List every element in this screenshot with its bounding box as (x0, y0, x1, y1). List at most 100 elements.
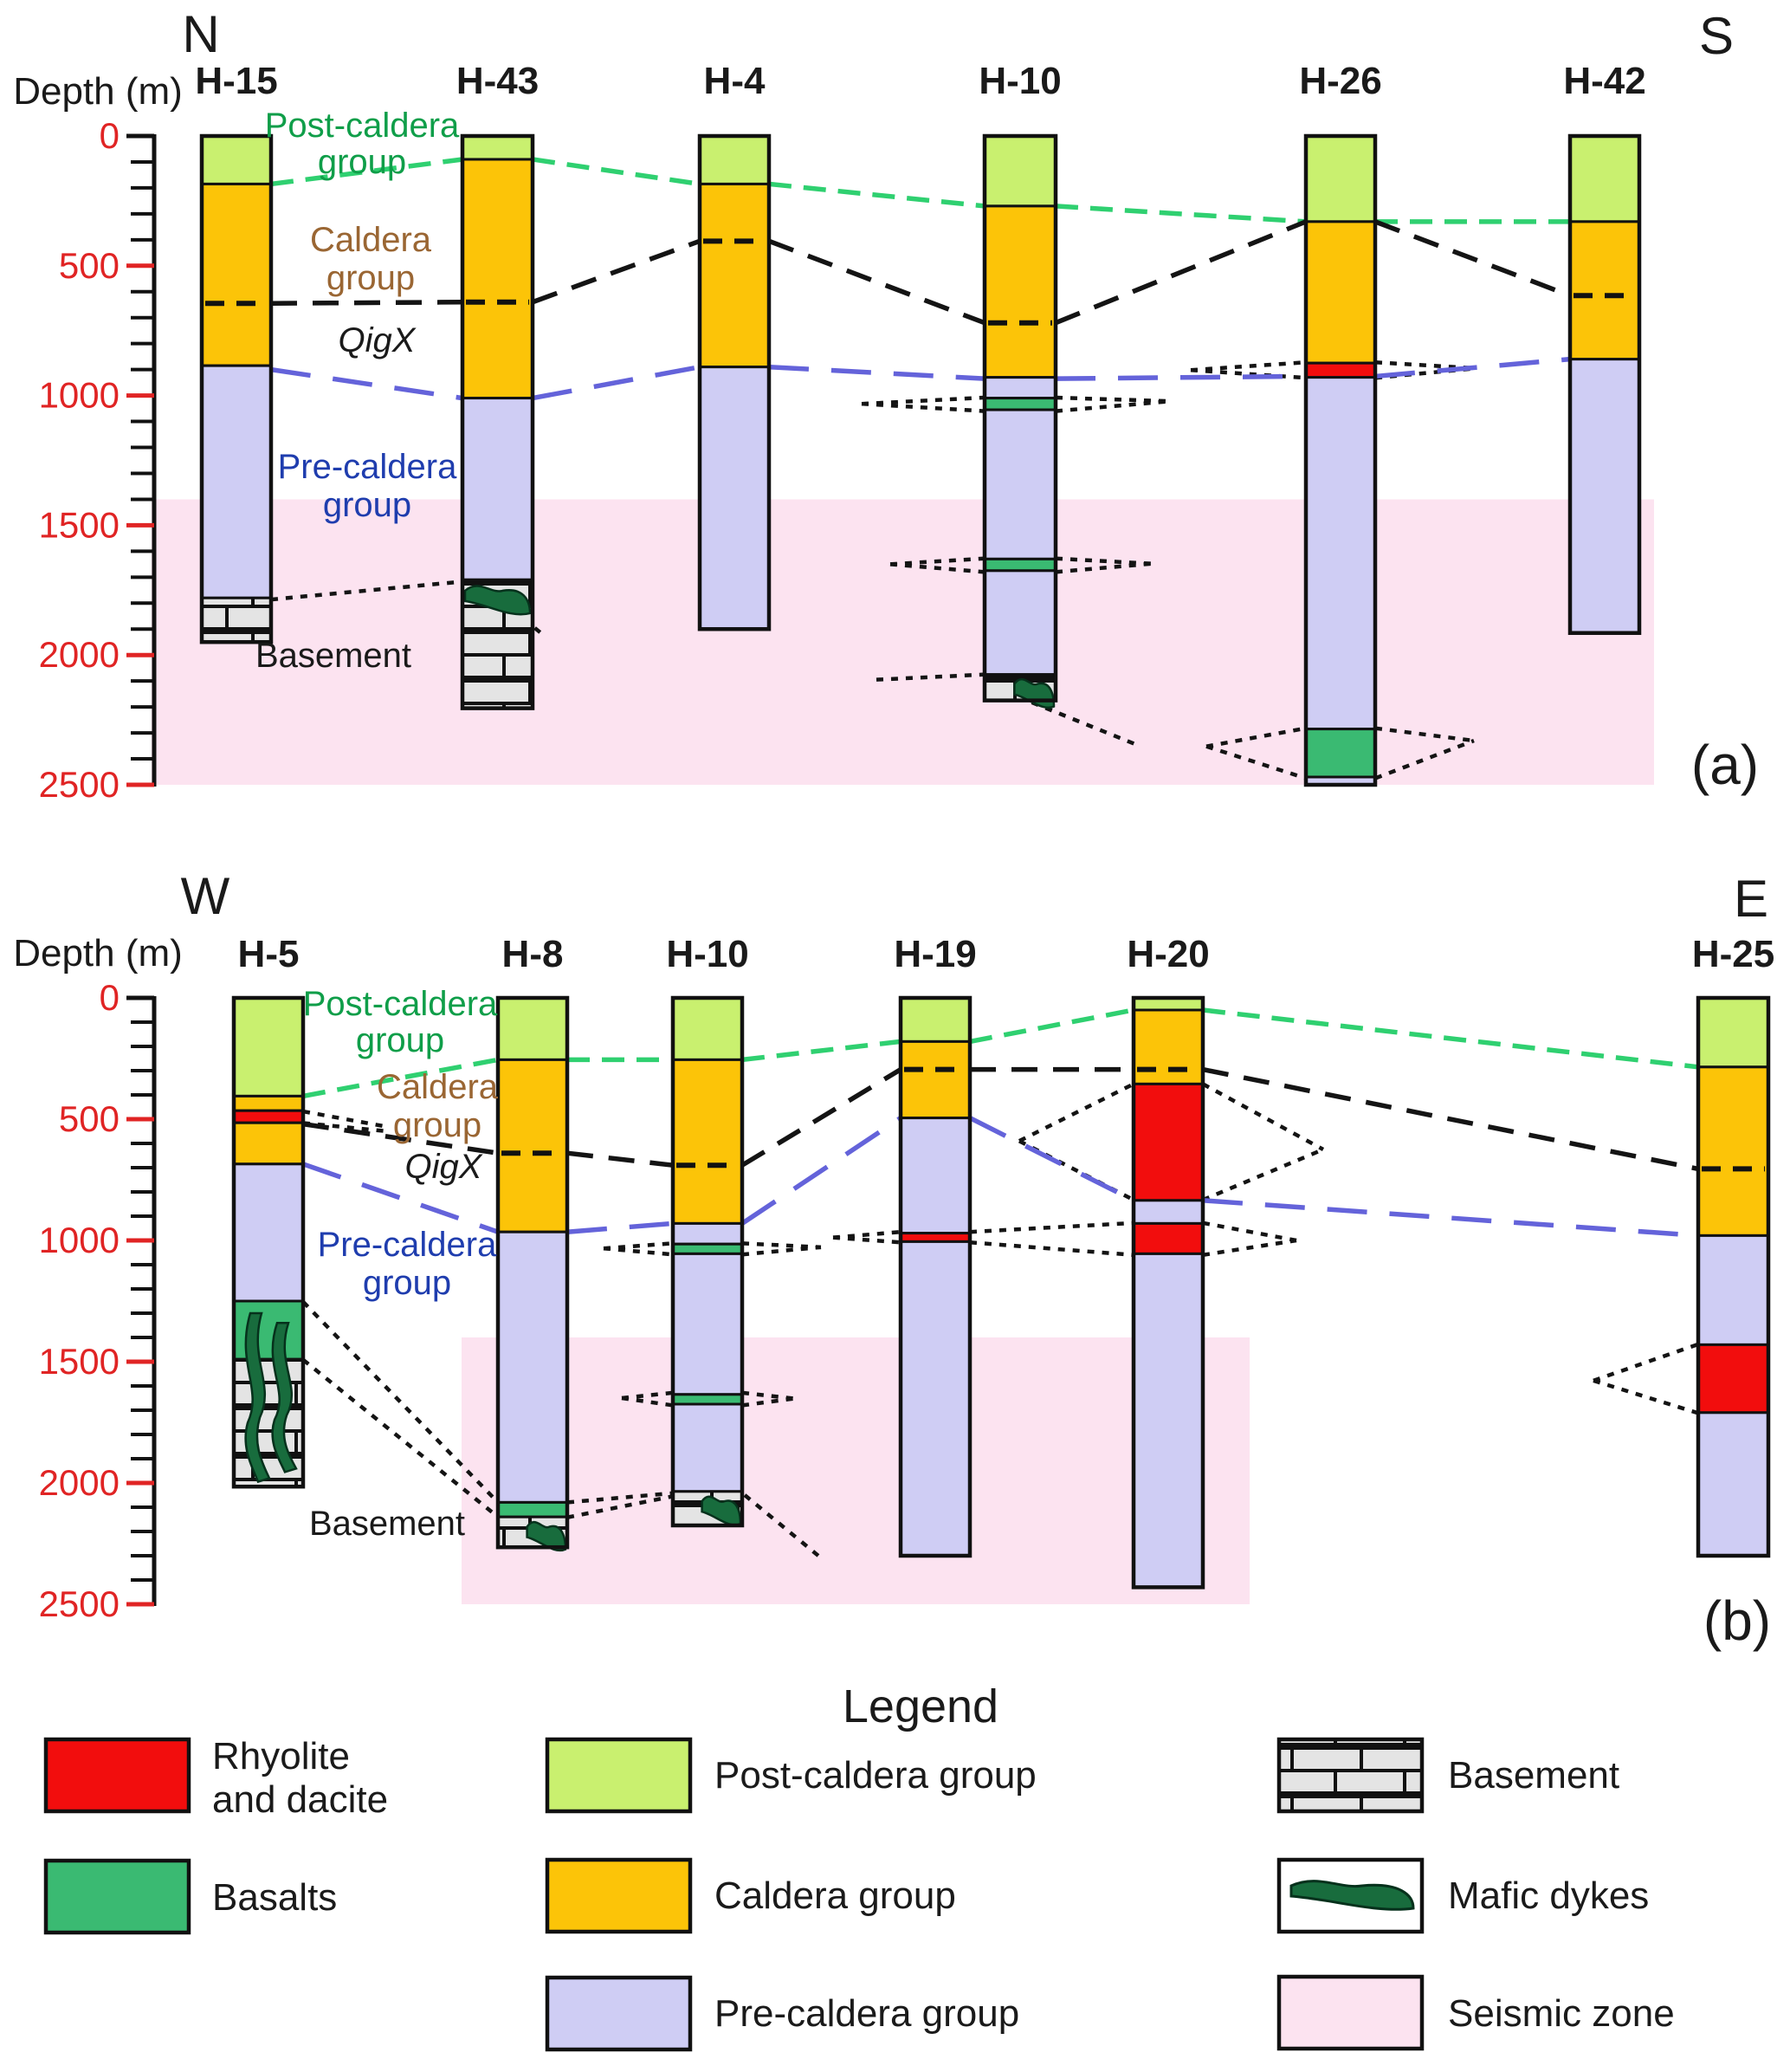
annotation-dotted-line (1055, 556, 1153, 566)
segment-caldera (899, 1039, 972, 1120)
segment-post (200, 134, 273, 185)
segment-caldera (200, 182, 273, 367)
text-label-post-caldera: group (318, 143, 406, 181)
segment-pre (461, 397, 534, 581)
annotation-dotted-line (1004, 690, 1137, 747)
green-correlation-line (532, 157, 701, 187)
segment-post (671, 996, 744, 1061)
annotation-dotted-line (1202, 1147, 1324, 1202)
well-H-26-panel-a: H-26 (1299, 60, 1382, 787)
axis-tick-label: 2500 (39, 1583, 120, 1624)
black-correlation-line (270, 299, 463, 306)
black-correlation-line (566, 1150, 674, 1168)
legend-swatch-rhyolite (43, 1737, 191, 1814)
black-correlation-line (1374, 219, 1571, 298)
axis-tick-label: 500 (59, 1098, 120, 1139)
segment-rhyolite (1132, 1221, 1205, 1255)
text-compass-east: E (1734, 870, 1768, 928)
seismic-zone-panel-b (462, 1337, 1250, 1604)
legend-swatch-seismic-zone (1276, 1974, 1425, 2051)
segment-caldera (698, 182, 771, 369)
legend-swatch-post-caldera-group (545, 1737, 693, 1814)
segment-caldera (496, 1058, 569, 1233)
segment-basalt (671, 1393, 744, 1406)
segment-pre (1132, 1199, 1205, 1225)
text-label-caldera: group (326, 259, 415, 297)
annotation-dotted-line (876, 672, 985, 682)
annotation-dotted-line (301, 1358, 500, 1518)
text-compass-north: N (182, 5, 219, 63)
well-outline (1131, 995, 1205, 1590)
well-H-10-panel-a: H-10 (979, 60, 1062, 709)
well-name-label: H-25 (1692, 933, 1774, 975)
black-correlation-line (1202, 1066, 1699, 1172)
panel-a: H-15 H-43 H-4 H-10 H-26 H-42 0 500 1000 1500 2000 2… (13, 5, 1759, 805)
segment-basalt (983, 557, 1057, 573)
segment-rhyolite (1696, 1343, 1770, 1415)
text-label-pre-caldera: group (323, 486, 411, 524)
well-outline (1567, 133, 1642, 635)
green-correlation-line (969, 1007, 1134, 1045)
legend-label-basalts: Basalts (212, 1876, 337, 1919)
well-H-25-panel-b: H-25 (1692, 933, 1774, 1558)
segment-basalt (496, 1500, 569, 1518)
segment-pre (899, 1117, 972, 1235)
annotation-dotted-line (1055, 398, 1172, 413)
annotation-dotted-line (566, 1491, 674, 1505)
well-H-43-panel-a: H-43 (456, 60, 539, 710)
axis-tick-label: 1000 (39, 1220, 120, 1260)
legend-label-post-caldera-group: Post-caldera group (714, 1754, 1037, 1797)
annotation-dotted-line (603, 1246, 674, 1257)
legend-label-mafic-dykes: Mafic dykes (1448, 1875, 1649, 1917)
blue-correlation-line (270, 366, 463, 401)
annotation-dotted-line (603, 1241, 674, 1251)
segment-post (1304, 134, 1377, 223)
annotation-dotted-line (861, 395, 985, 406)
legend-label-pre-caldera-group: Pre-caldera group (714, 1992, 1019, 2035)
text-panel-letter: (b) (1703, 1590, 1771, 1652)
well-H-8-panel-b: H-8 (495, 933, 570, 1552)
segment-post (1568, 134, 1641, 223)
legend-item-post-caldera-group: Post-caldera group (545, 1737, 1037, 1814)
text-label-caldera: group (393, 1106, 481, 1144)
annotation-dotted-line (1374, 360, 1477, 371)
segment-post (461, 134, 534, 161)
blue-correlation-line (532, 364, 701, 401)
segment-pre (496, 1230, 569, 1504)
legend-swatch-basalts (43, 1858, 191, 1935)
black-correlation-line (302, 1121, 499, 1156)
mafic-dyke-shape (244, 1311, 271, 1484)
text-compass-west: W (181, 867, 230, 925)
mafic-dyke-shape (701, 1495, 742, 1526)
well-H-42-panel-a: H-42 (1563, 60, 1646, 635)
legend-swatch-caldera-group (545, 1857, 693, 1934)
well-H-4-panel-a: H-4 (697, 60, 772, 631)
segment-pre (200, 364, 273, 599)
segment-pre (1132, 1252, 1205, 1589)
annotation-dotted-line (832, 1229, 901, 1240)
legend-item-mafic-dykes: Mafic dykes (1276, 1857, 1649, 1934)
mafic-dyke-shape (463, 585, 532, 616)
annotation-dotted-line (1018, 1082, 1135, 1143)
text-label-pre-caldera: Pre-caldera (278, 448, 458, 486)
segment-pre (671, 1402, 744, 1493)
blue-correlation-line (740, 1116, 902, 1226)
annotation-dotted-line (1055, 561, 1153, 574)
legend-swatch-pre-caldera-group (545, 1975, 693, 2052)
text-label-caldera: Caldera (377, 1068, 499, 1106)
annotation-dotted-line (1055, 395, 1172, 404)
segment-post (496, 996, 569, 1061)
annotation-dotted-line (1190, 367, 1307, 380)
green-correlation-line (1055, 204, 1307, 224)
segment-post (1696, 996, 1770, 1069)
segment-basement (200, 596, 273, 644)
segment-basalt (1304, 728, 1377, 779)
text-panel-letter: (a) (1691, 734, 1759, 796)
annotation-dotted-line (566, 1494, 674, 1519)
annotation-dotted-line (741, 1241, 822, 1250)
annotation-dotted-line (743, 1493, 820, 1557)
segment-post (698, 134, 771, 185)
